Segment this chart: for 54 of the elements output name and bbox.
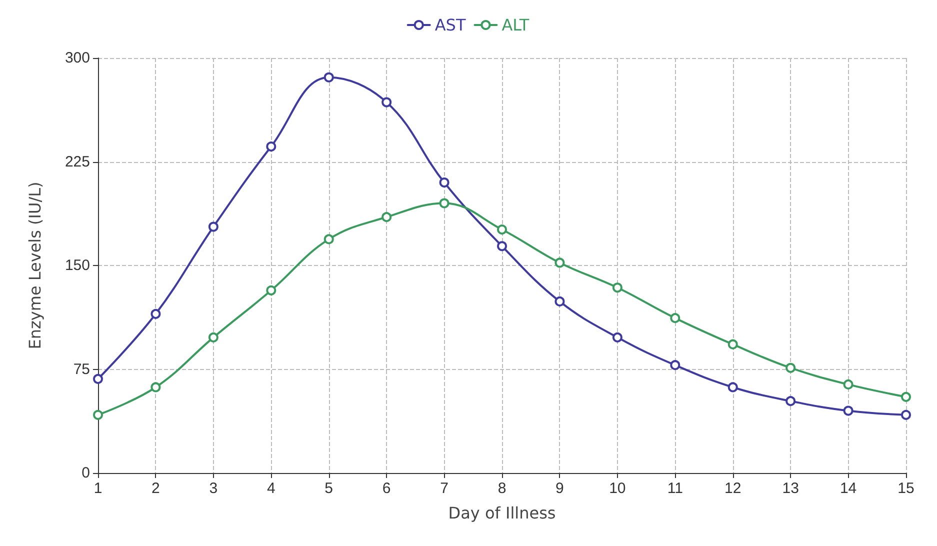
point bbox=[612, 332, 622, 342]
x-tick-label: 2 bbox=[152, 480, 160, 497]
point bbox=[266, 142, 276, 152]
point bbox=[150, 308, 161, 319]
point bbox=[728, 382, 738, 392]
point bbox=[843, 379, 854, 390]
x-tick-label: 5 bbox=[324, 480, 334, 497]
point bbox=[497, 241, 507, 252]
point bbox=[208, 332, 218, 342]
x-tick-label: 1 bbox=[94, 480, 102, 497]
point bbox=[612, 282, 622, 293]
y-tick-label: 150 bbox=[64, 257, 90, 274]
point bbox=[324, 72, 334, 82]
y-tick-label: 225 bbox=[64, 153, 90, 170]
point bbox=[728, 339, 738, 350]
x-tick-label: 10 bbox=[609, 480, 626, 497]
legend-label: AST bbox=[434, 16, 466, 34]
legend-label: ALT bbox=[502, 16, 530, 34]
y-axis-title: Enzyme Levels (IU/L) bbox=[26, 182, 44, 350]
point bbox=[554, 258, 565, 268]
x-tick-label: 15 bbox=[898, 480, 914, 497]
point bbox=[439, 178, 450, 188]
point bbox=[670, 360, 680, 370]
point bbox=[670, 313, 680, 324]
x-tick-label: 3 bbox=[209, 480, 218, 497]
x-tick-label: 6 bbox=[382, 480, 391, 497]
x-tick-label: 14 bbox=[840, 480, 857, 497]
point bbox=[150, 382, 161, 392]
point bbox=[93, 410, 103, 420]
point bbox=[786, 362, 796, 373]
x-axis-title: Day of Illness bbox=[448, 504, 556, 522]
x-tick-label: 9 bbox=[556, 480, 564, 497]
x-tick-label: 11 bbox=[667, 480, 683, 497]
point bbox=[554, 296, 565, 306]
point bbox=[382, 212, 392, 222]
point bbox=[93, 374, 103, 384]
point bbox=[324, 234, 334, 244]
y-tick-label: 300 bbox=[64, 50, 90, 66]
y-tick-label: 75 bbox=[73, 360, 90, 378]
point bbox=[786, 396, 796, 406]
x-tick-label: 4 bbox=[266, 480, 276, 497]
x-tick-label: 12 bbox=[724, 480, 742, 497]
point bbox=[497, 224, 507, 235]
x-tick-label: 8 bbox=[498, 480, 506, 497]
point bbox=[901, 410, 911, 420]
point bbox=[266, 285, 276, 296]
point bbox=[208, 222, 218, 232]
y-tick-label: 0 bbox=[82, 464, 90, 482]
point bbox=[843, 406, 854, 416]
x-tick-label: 7 bbox=[440, 480, 448, 497]
point bbox=[439, 198, 450, 208]
x-tick-label: 13 bbox=[782, 480, 799, 497]
point bbox=[901, 392, 911, 402]
point bbox=[382, 97, 392, 108]
